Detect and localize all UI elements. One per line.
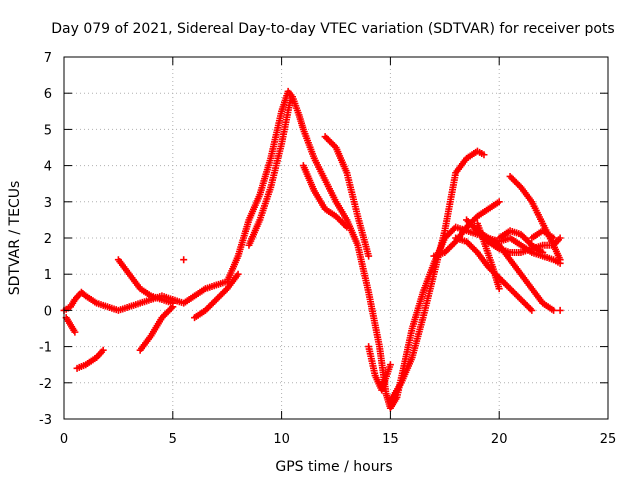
data-point bbox=[550, 306, 558, 314]
data-point bbox=[495, 285, 503, 293]
data-point bbox=[539, 248, 547, 256]
x-tick-label: 5 bbox=[169, 432, 177, 447]
series-s9 bbox=[299, 162, 351, 231]
data-point bbox=[556, 256, 564, 264]
series-s7 bbox=[191, 270, 242, 322]
y-tick-label: -2 bbox=[39, 377, 52, 392]
data-point bbox=[99, 346, 107, 354]
data-point bbox=[495, 198, 503, 206]
data-point bbox=[550, 234, 558, 242]
data-point bbox=[71, 328, 79, 336]
x-tick-label: 0 bbox=[60, 432, 68, 447]
y-tick-label: 1 bbox=[44, 268, 52, 283]
series-s6 bbox=[180, 256, 188, 264]
series-s21 bbox=[556, 306, 564, 314]
y-axis-label: SDTVAR / TECUs bbox=[7, 181, 23, 296]
y-tick-label: -1 bbox=[39, 341, 52, 356]
series-main bbox=[60, 87, 564, 412]
y-tick-label: -3 bbox=[39, 413, 52, 428]
x-tick-label: 10 bbox=[273, 432, 290, 447]
x-tick-label: 25 bbox=[600, 432, 617, 447]
x-tick-label: 20 bbox=[491, 432, 508, 447]
data-point bbox=[180, 256, 188, 264]
y-tick-label: 2 bbox=[44, 232, 52, 247]
data-point bbox=[169, 303, 177, 311]
data-point bbox=[480, 151, 488, 159]
y-tick-label: 4 bbox=[44, 160, 52, 175]
x-tick-label: 15 bbox=[382, 432, 399, 447]
data-point bbox=[528, 306, 536, 314]
series-s5 bbox=[136, 303, 177, 354]
series-s20 bbox=[528, 227, 558, 242]
data-point bbox=[286, 96, 294, 104]
data-point bbox=[556, 234, 564, 242]
chart-title: Day 079 of 2021, Sidereal Day-to-day VTE… bbox=[51, 21, 614, 37]
y-axis-ticks: -3 -2 -1 0 1 2 3 4 5 6 7 bbox=[39, 51, 608, 428]
data-point bbox=[365, 252, 373, 260]
y-tick-label: 6 bbox=[44, 87, 52, 102]
x-axis-label: GPS time / hours bbox=[275, 459, 392, 475]
y-tick-label: 3 bbox=[44, 196, 52, 211]
series-s18 bbox=[473, 227, 558, 314]
series-s11 bbox=[365, 343, 394, 394]
series-s17 bbox=[495, 227, 547, 256]
y-tick-label: 7 bbox=[44, 51, 52, 66]
x-axis-ticks: 0 5 10 15 20 25 bbox=[60, 57, 616, 447]
data-point bbox=[343, 223, 351, 231]
y-tick-label: 0 bbox=[44, 304, 52, 319]
series-s10 bbox=[321, 133, 373, 260]
data-point bbox=[386, 361, 394, 369]
series-s8 bbox=[245, 96, 294, 249]
series-s12 bbox=[386, 147, 488, 405]
y-tick-label: 5 bbox=[44, 123, 52, 138]
series-s3 bbox=[73, 346, 107, 372]
data-points bbox=[60, 87, 564, 412]
series-s19 bbox=[473, 220, 503, 293]
data-point bbox=[234, 270, 242, 278]
series-s2 bbox=[62, 314, 79, 336]
data-point bbox=[556, 306, 564, 314]
series-s4 bbox=[114, 256, 177, 307]
